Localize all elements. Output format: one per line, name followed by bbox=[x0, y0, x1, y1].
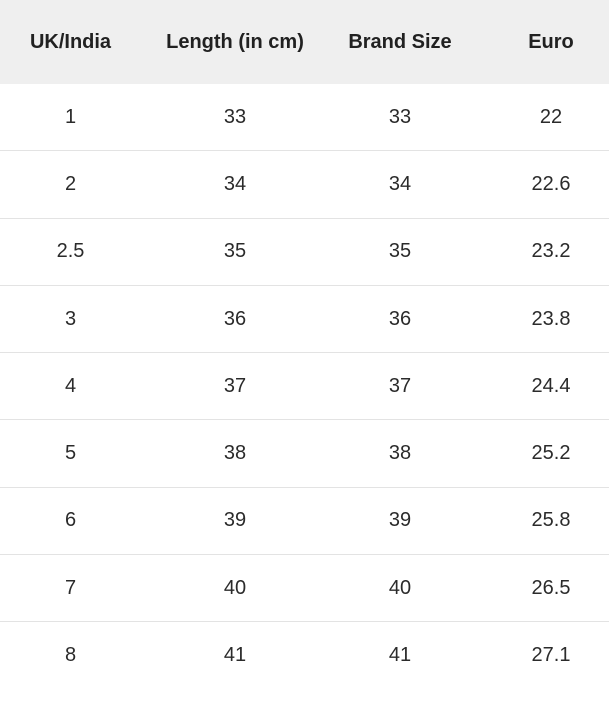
cell-length-cm: 40 bbox=[223, 576, 247, 599]
table-row: 5 38 38 25.2 bbox=[0, 419, 609, 487]
cell-uk-india: 5 bbox=[64, 442, 77, 465]
header-cell-euro: Euro bbox=[528, 30, 574, 53]
table-row: 8 41 41 27.1 bbox=[0, 621, 609, 689]
cell-length-cm: 35 bbox=[223, 240, 247, 263]
cell-euro: 25.2 bbox=[531, 442, 571, 465]
cell-uk-india: 3 bbox=[64, 307, 77, 330]
table-row: 2.5 35 35 23.2 bbox=[0, 217, 609, 285]
size-chart-table: UK/India Length (in cm) Brand Size Euro … bbox=[0, 0, 609, 689]
cell-euro: 23.8 bbox=[531, 307, 571, 330]
table-row: 2 34 34 22.6 bbox=[0, 150, 609, 218]
cell-euro: 23.2 bbox=[531, 240, 571, 263]
cell-euro: 22 bbox=[539, 105, 563, 128]
cell-brand-size: 39 bbox=[388, 509, 412, 532]
cell-uk-india: 2 bbox=[64, 172, 77, 195]
cell-euro: 22.6 bbox=[531, 172, 571, 195]
table-row: 7 40 40 26.5 bbox=[0, 554, 609, 622]
cell-brand-size: 37 bbox=[388, 374, 412, 397]
cell-uk-india: 6 bbox=[64, 509, 77, 532]
table-header-row: UK/India Length (in cm) Brand Size Euro bbox=[0, 0, 609, 84]
cell-euro: 25.8 bbox=[531, 509, 571, 532]
cell-euro: 24.4 bbox=[531, 374, 571, 397]
header-cell-brand-size: Brand Size bbox=[348, 30, 452, 53]
cell-brand-size: 36 bbox=[388, 307, 412, 330]
header-cell-length-cm: Length (in cm) bbox=[166, 30, 304, 53]
cell-euro: 26.5 bbox=[531, 576, 571, 599]
cell-uk-india: 8 bbox=[64, 644, 77, 667]
cell-length-cm: 37 bbox=[223, 374, 247, 397]
table-row: 6 39 39 25.8 bbox=[0, 486, 609, 555]
cell-uk-india: 1 bbox=[64, 105, 77, 128]
cell-brand-size: 33 bbox=[388, 105, 412, 128]
cell-brand-size: 34 bbox=[388, 172, 412, 195]
cell-brand-size: 38 bbox=[388, 442, 412, 465]
cell-uk-india: 2.5 bbox=[56, 240, 85, 263]
cell-length-cm: 34 bbox=[223, 172, 247, 195]
cell-uk-india: 4 bbox=[64, 374, 77, 397]
table-row: 4 37 37 24.4 bbox=[0, 352, 609, 420]
cell-uk-india: 7 bbox=[64, 576, 77, 599]
cell-brand-size: 41 bbox=[388, 644, 412, 667]
cell-length-cm: 36 bbox=[223, 307, 247, 330]
table-row: 1 33 33 22 bbox=[0, 84, 609, 151]
cell-length-cm: 33 bbox=[223, 105, 247, 128]
cell-brand-size: 40 bbox=[388, 576, 412, 599]
cell-brand-size: 35 bbox=[388, 240, 412, 263]
cell-euro: 27.1 bbox=[531, 644, 571, 667]
cell-length-cm: 38 bbox=[223, 442, 247, 465]
header-cell-uk-india: UK/India bbox=[29, 30, 112, 53]
table-row: 3 36 36 23.8 bbox=[0, 284, 609, 353]
cell-length-cm: 39 bbox=[223, 509, 247, 532]
cell-length-cm: 41 bbox=[223, 644, 247, 667]
